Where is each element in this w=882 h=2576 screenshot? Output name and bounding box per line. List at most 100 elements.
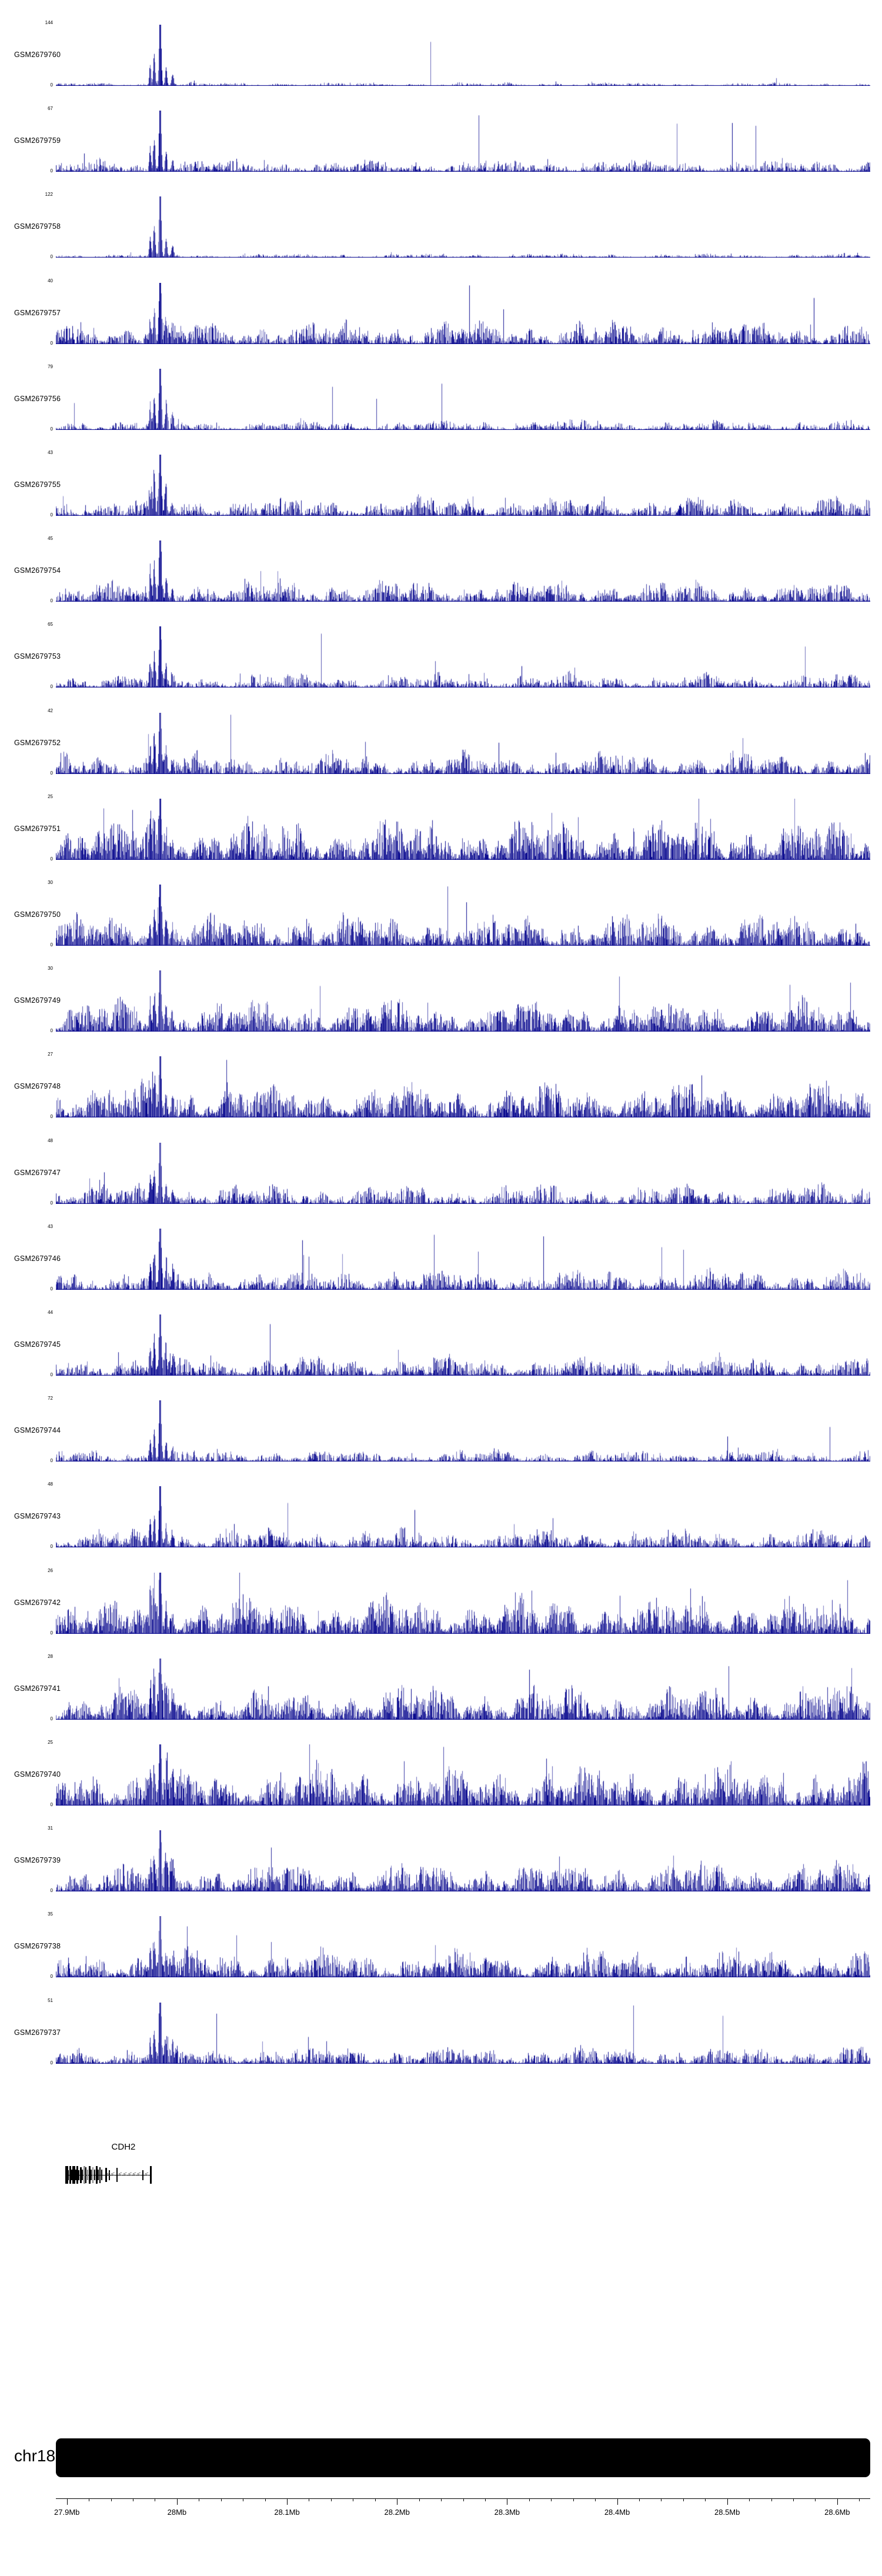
coverage-tracks: GSM2679760 144 0 GSM2679759 67 0 GSM2679758 122… xyxy=(0,20,882,2081)
track-ymin-label: 0 xyxy=(50,684,53,689)
track-ymin-label: 0 xyxy=(50,341,53,346)
strand-arrow-icon: < xyxy=(111,2171,115,2178)
coverage-histogram xyxy=(56,1229,870,1290)
track-ymax-label: 27 xyxy=(48,1052,53,1057)
axis-minor-tick xyxy=(265,2498,266,2501)
gene-name-label: CDH2 xyxy=(111,2142,136,2152)
gene-exon xyxy=(71,2170,73,2180)
track-label: GSM2679738 xyxy=(14,1942,61,1950)
gene-exon xyxy=(98,2170,99,2180)
axis-minor-tick xyxy=(441,2498,442,2501)
coverage-track-row: GSM2679754 45 0 xyxy=(0,533,882,619)
axis-minor-tick xyxy=(463,2498,464,2501)
coverage-histogram xyxy=(56,111,870,172)
track-label: GSM2679744 xyxy=(14,1426,61,1434)
track-label: GSM2679739 xyxy=(14,1856,61,1864)
gene-exon xyxy=(76,2166,78,2184)
strand-arrow-icon: < xyxy=(118,2171,122,2178)
coverage-histogram xyxy=(56,1143,870,1204)
axis-major-tick xyxy=(287,2498,288,2505)
track-label: GSM2679742 xyxy=(14,1599,61,1607)
axis-tick-label: 28.2Mb xyxy=(384,2508,410,2517)
track-ymin-label: 0 xyxy=(50,1630,53,1636)
gene-exon xyxy=(72,2166,75,2184)
track-ymax-label: 51 xyxy=(48,1998,53,2003)
track-label: GSM2679749 xyxy=(14,996,61,1005)
coverage-track-row: GSM2679737 51 0 xyxy=(0,1996,882,2081)
coverage-track-row: GSM2679752 42 0 xyxy=(0,706,882,792)
coverage-track-row: GSM2679755 43 0 xyxy=(0,448,882,533)
track-ymin-label: 0 xyxy=(50,168,53,173)
track-label: GSM2679746 xyxy=(14,1254,61,1263)
coverage-track-row: GSM2679740 25 0 xyxy=(0,1737,882,1823)
track-label: GSM2679745 xyxy=(14,1340,61,1349)
axis-tick-label: 28.5Mb xyxy=(714,2508,740,2517)
coverage-track-row: GSM2679742 26 0 xyxy=(0,1566,882,1651)
coverage-histogram xyxy=(56,196,870,258)
track-ymax-label: 45 xyxy=(48,536,53,541)
track-ymin-label: 0 xyxy=(50,512,53,518)
coverage-histogram xyxy=(56,2003,870,2064)
axis-minor-tick xyxy=(111,2498,112,2501)
gene-exon xyxy=(78,2170,80,2180)
gene-exon xyxy=(68,2170,69,2180)
track-ymax-label: 72 xyxy=(48,1396,53,1401)
axis-tick-label: 28.1Mb xyxy=(274,2508,300,2517)
track-ymin-label: 0 xyxy=(50,1458,53,1463)
gene-exon xyxy=(91,2170,92,2180)
gene-exon xyxy=(69,2166,71,2184)
gene-exon xyxy=(142,2170,144,2180)
track-label: GSM2679750 xyxy=(14,910,61,919)
axis-minor-tick xyxy=(859,2498,860,2501)
track-ymax-label: 42 xyxy=(48,708,53,713)
gene-exon xyxy=(87,2170,89,2180)
track-label: GSM2679754 xyxy=(14,566,61,575)
track-ymax-label: 44 xyxy=(48,1310,53,1315)
track-ymin-label: 0 xyxy=(50,1802,53,1807)
coverage-histogram xyxy=(56,1573,870,1634)
gene-exon xyxy=(101,2170,103,2180)
track-ymin-label: 0 xyxy=(50,82,53,88)
track-ymin-label: 0 xyxy=(50,1544,53,1549)
track-label: GSM2679748 xyxy=(14,1082,61,1090)
coverage-track-row: GSM2679758 122 0 xyxy=(0,189,882,275)
gene-exon xyxy=(82,2170,83,2180)
coverage-histogram xyxy=(56,1830,870,1891)
axis-major-tick xyxy=(837,2498,838,2505)
axis-minor-tick xyxy=(573,2498,574,2501)
track-label: GSM2679747 xyxy=(14,1169,61,1177)
axis-minor-tick xyxy=(705,2498,706,2501)
track-label: GSM2679755 xyxy=(14,481,61,489)
track-ymax-label: 79 xyxy=(48,364,53,369)
coverage-track-row: GSM2679748 27 0 xyxy=(0,1049,882,1135)
strand-arrow-icon: < xyxy=(123,2171,127,2178)
axis-minor-tick xyxy=(529,2498,530,2501)
track-label: GSM2679741 xyxy=(14,1684,61,1693)
strand-arrow-icon: < xyxy=(145,2171,149,2178)
track-ymin-label: 0 xyxy=(50,2060,53,2066)
coverage-track-row: GSM2679750 30 0 xyxy=(0,877,882,963)
coverage-histogram xyxy=(56,1314,870,1376)
axis-minor-tick xyxy=(749,2498,750,2501)
track-ymax-label: 67 xyxy=(48,106,53,111)
axis-minor-tick xyxy=(683,2498,684,2501)
gene-exon xyxy=(116,2168,118,2182)
axis-minor-tick xyxy=(639,2498,640,2501)
track-ymax-label: 26 xyxy=(48,1568,53,1573)
coverage-histogram xyxy=(56,713,870,774)
gene-exon xyxy=(65,2166,68,2184)
coverage-track-row: GSM2679753 65 0 xyxy=(0,619,882,705)
track-label: GSM2679760 xyxy=(14,51,61,59)
gene-exon xyxy=(150,2166,152,2184)
track-ymax-label: 25 xyxy=(48,794,53,799)
axis-tick-label: 28Mb xyxy=(167,2508,187,2517)
axis-minor-tick xyxy=(793,2498,794,2501)
coverage-histogram xyxy=(56,369,870,430)
track-ymin-label: 0 xyxy=(50,856,53,862)
gene-exon xyxy=(95,2166,98,2184)
coverage-histogram xyxy=(56,283,870,344)
axis-major-tick xyxy=(176,2498,178,2505)
chromosome-ideogram xyxy=(56,2438,870,2477)
coverage-histogram xyxy=(56,1400,870,1461)
